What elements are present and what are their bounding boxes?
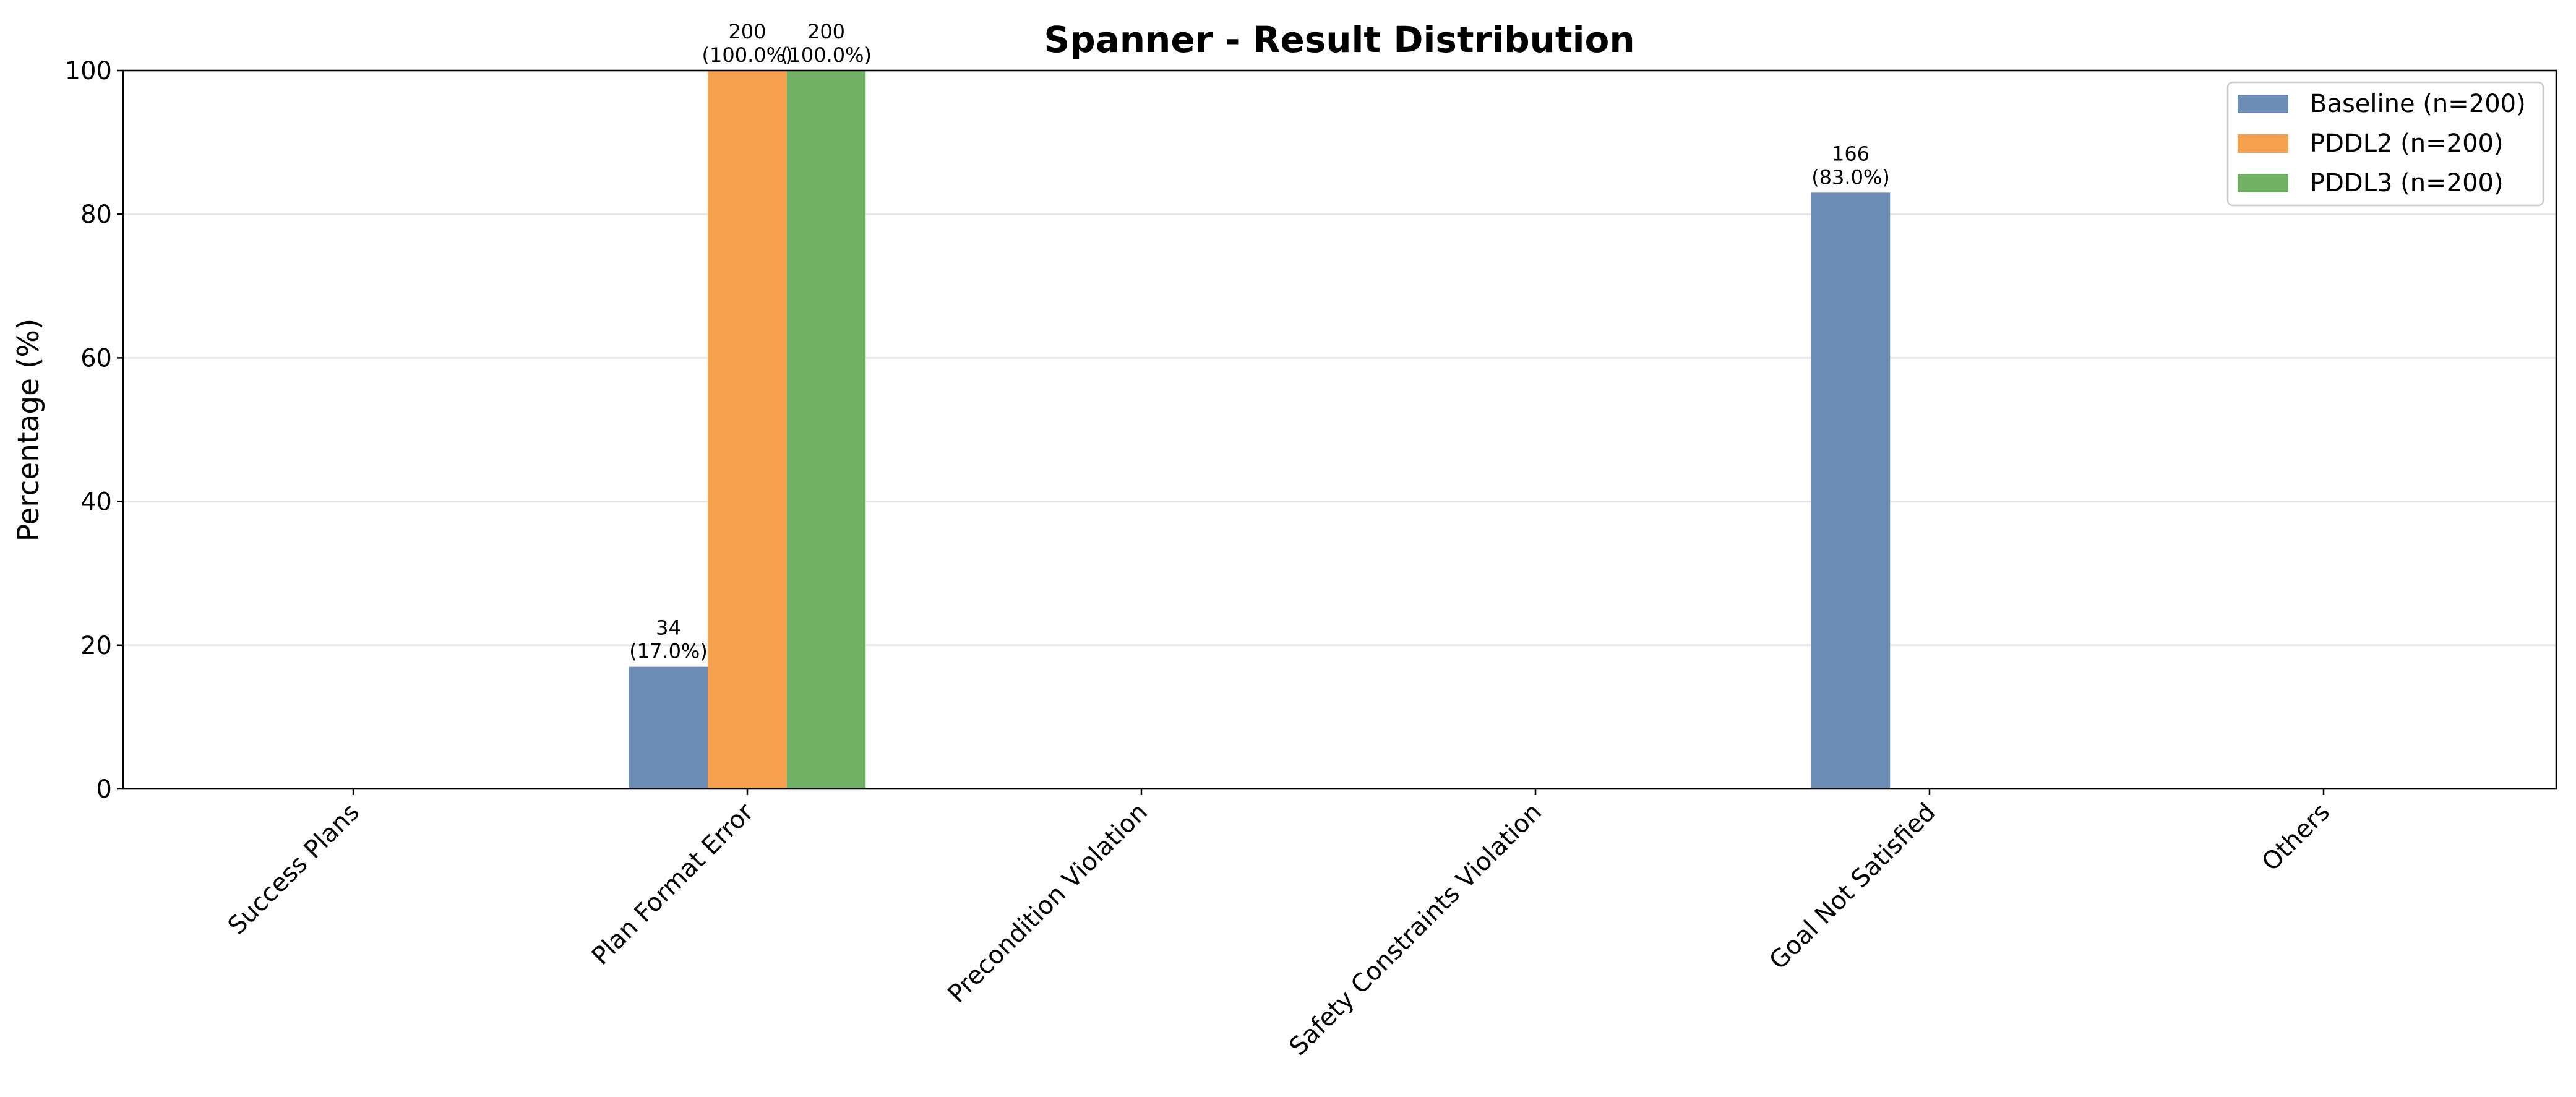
bar [786,71,866,789]
y-tick-label: 20 [80,632,112,660]
y-tick-label: 60 [80,344,112,372]
legend-box [2226,81,2544,207]
value-label: 166 (83.0%) [1811,142,1890,189]
legend-label: PDDL2 (n=200) [2310,129,2504,158]
y-tick-label: 0 [97,775,112,804]
value-label: 34 (17.0%) [629,616,708,663]
value-label-line: (100.0%) [781,43,872,67]
value-label-line: (100.0%) [702,43,793,67]
y-tick-label: 40 [80,488,112,517]
legend-label: Baseline (n=200) [2310,90,2526,118]
value-label-line: 200 [728,20,766,43]
value-label-line: (83.0%) [1811,165,1890,189]
legend-swatch [2238,95,2288,113]
y-axis-label: Percentage (%) [12,319,46,542]
bar [629,666,708,789]
plot-frame [122,69,2557,790]
value-label-line: 200 [807,20,845,43]
legend-swatch [2238,134,2288,153]
y-tick-label: 100 [65,57,112,85]
value-label: 200 (100.0%) [702,20,793,67]
value-label: 200 (100.0%) [781,20,872,67]
y-tick-label: 80 [80,200,112,229]
chart-title: Spanner - Result Distribution [1044,19,1634,61]
value-label-line: (17.0%) [629,640,708,663]
value-label-line: 34 [656,616,681,640]
legend-label: PDDL3 (n=200) [2310,169,2504,197]
bar [1811,192,1891,789]
bar [708,71,787,789]
value-label-line: 166 [1832,142,1870,165]
legend-swatch [2238,174,2288,192]
